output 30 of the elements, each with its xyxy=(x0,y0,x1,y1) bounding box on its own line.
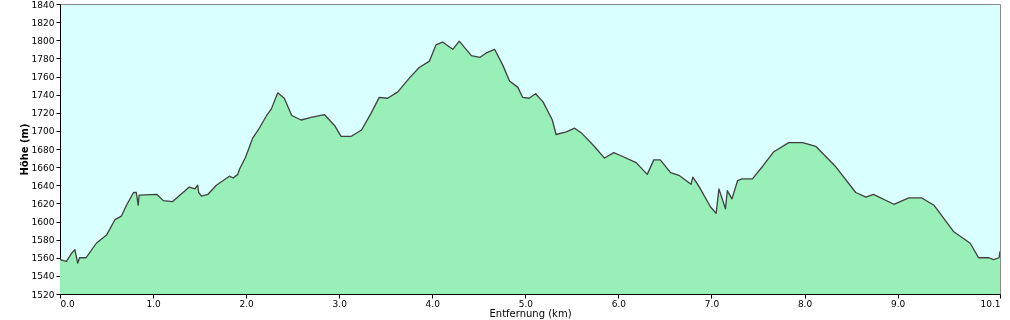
y-tick-label: 1840 xyxy=(31,0,55,10)
y-tick-label: 1800 xyxy=(31,35,55,46)
y-tick-label: 1640 xyxy=(31,180,55,191)
y-tick-label: 1560 xyxy=(31,253,55,264)
y-tick-label: 1600 xyxy=(31,217,55,227)
y-tick-label: 1700 xyxy=(31,126,55,137)
x-tick-label: 10.1 xyxy=(980,298,1001,309)
x-axis-title: Entfernung (km) xyxy=(489,307,572,319)
x-tick-label: 9.0 xyxy=(890,298,906,309)
x-tick-label: 7.0 xyxy=(704,298,720,309)
x-tick-label: 4.0 xyxy=(425,298,441,309)
x-tick-label: 8.0 xyxy=(797,298,813,309)
x-tick-label: 5.0 xyxy=(518,298,534,309)
y-tick-label: 1660 xyxy=(31,162,55,173)
x-tick-label: 1.0 xyxy=(146,298,161,309)
x-tick-label: 0.0 xyxy=(60,298,76,309)
y-tick-label: 1720 xyxy=(31,108,55,119)
y-tick-label: 1580 xyxy=(31,235,55,246)
y-tick-label: 1760 xyxy=(31,72,55,82)
y-tick-label: 1680 xyxy=(31,144,55,155)
x-tick-label: 3.0 xyxy=(332,298,348,309)
y-tick-label: 1520 xyxy=(31,289,55,300)
y-tick-label: 1780 xyxy=(31,53,55,64)
y-axis-title: Höhe (m) xyxy=(18,123,30,176)
y-tick-label: 1540 xyxy=(31,271,55,282)
y-tick-label: 1820 xyxy=(31,17,55,28)
y-tick-label: 1620 xyxy=(31,198,55,209)
x-tick-label: 6.0 xyxy=(611,298,627,309)
y-tick-label: 1740 xyxy=(31,90,55,101)
x-tick-label: 2.0 xyxy=(239,298,255,309)
